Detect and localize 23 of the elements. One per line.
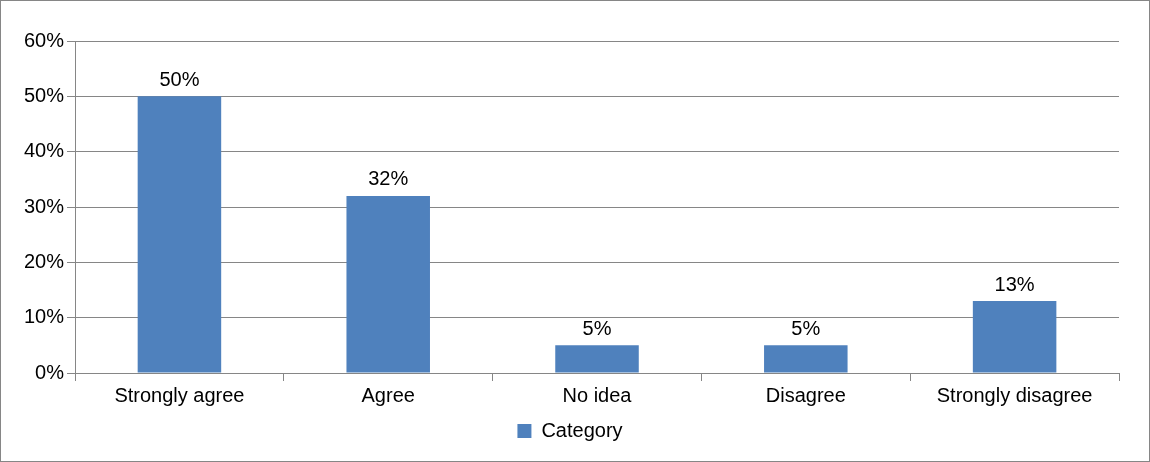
y-tick-label: 30% — [24, 194, 65, 217]
y-tick-label: 20% — [24, 249, 65, 272]
bar — [346, 195, 430, 373]
bar — [137, 96, 222, 373]
bar — [972, 301, 1057, 373]
x-tick-label: Agree — [361, 383, 415, 406]
y-tick-label: 60% — [24, 28, 65, 51]
x-tick-label: Strongly agree — [114, 383, 245, 406]
x-tick-label: No idea — [562, 383, 633, 406]
data-label: 32% — [368, 167, 409, 190]
data-label: 5% — [582, 316, 612, 339]
legend-label: Category — [541, 418, 623, 441]
bar — [764, 345, 848, 373]
y-tick-label: 10% — [24, 305, 65, 328]
y-tick-label: 0% — [35, 360, 65, 383]
x-tick-label: Strongly disagree — [936, 383, 1093, 406]
data-label: 5% — [791, 316, 821, 339]
data-label: 50% — [159, 67, 200, 90]
bar — [555, 345, 639, 373]
x-tick-label: Disagree — [765, 383, 846, 406]
y-tick-label: 40% — [24, 139, 65, 162]
data-label: 13% — [994, 272, 1035, 295]
y-tick-label: 50% — [24, 83, 65, 106]
